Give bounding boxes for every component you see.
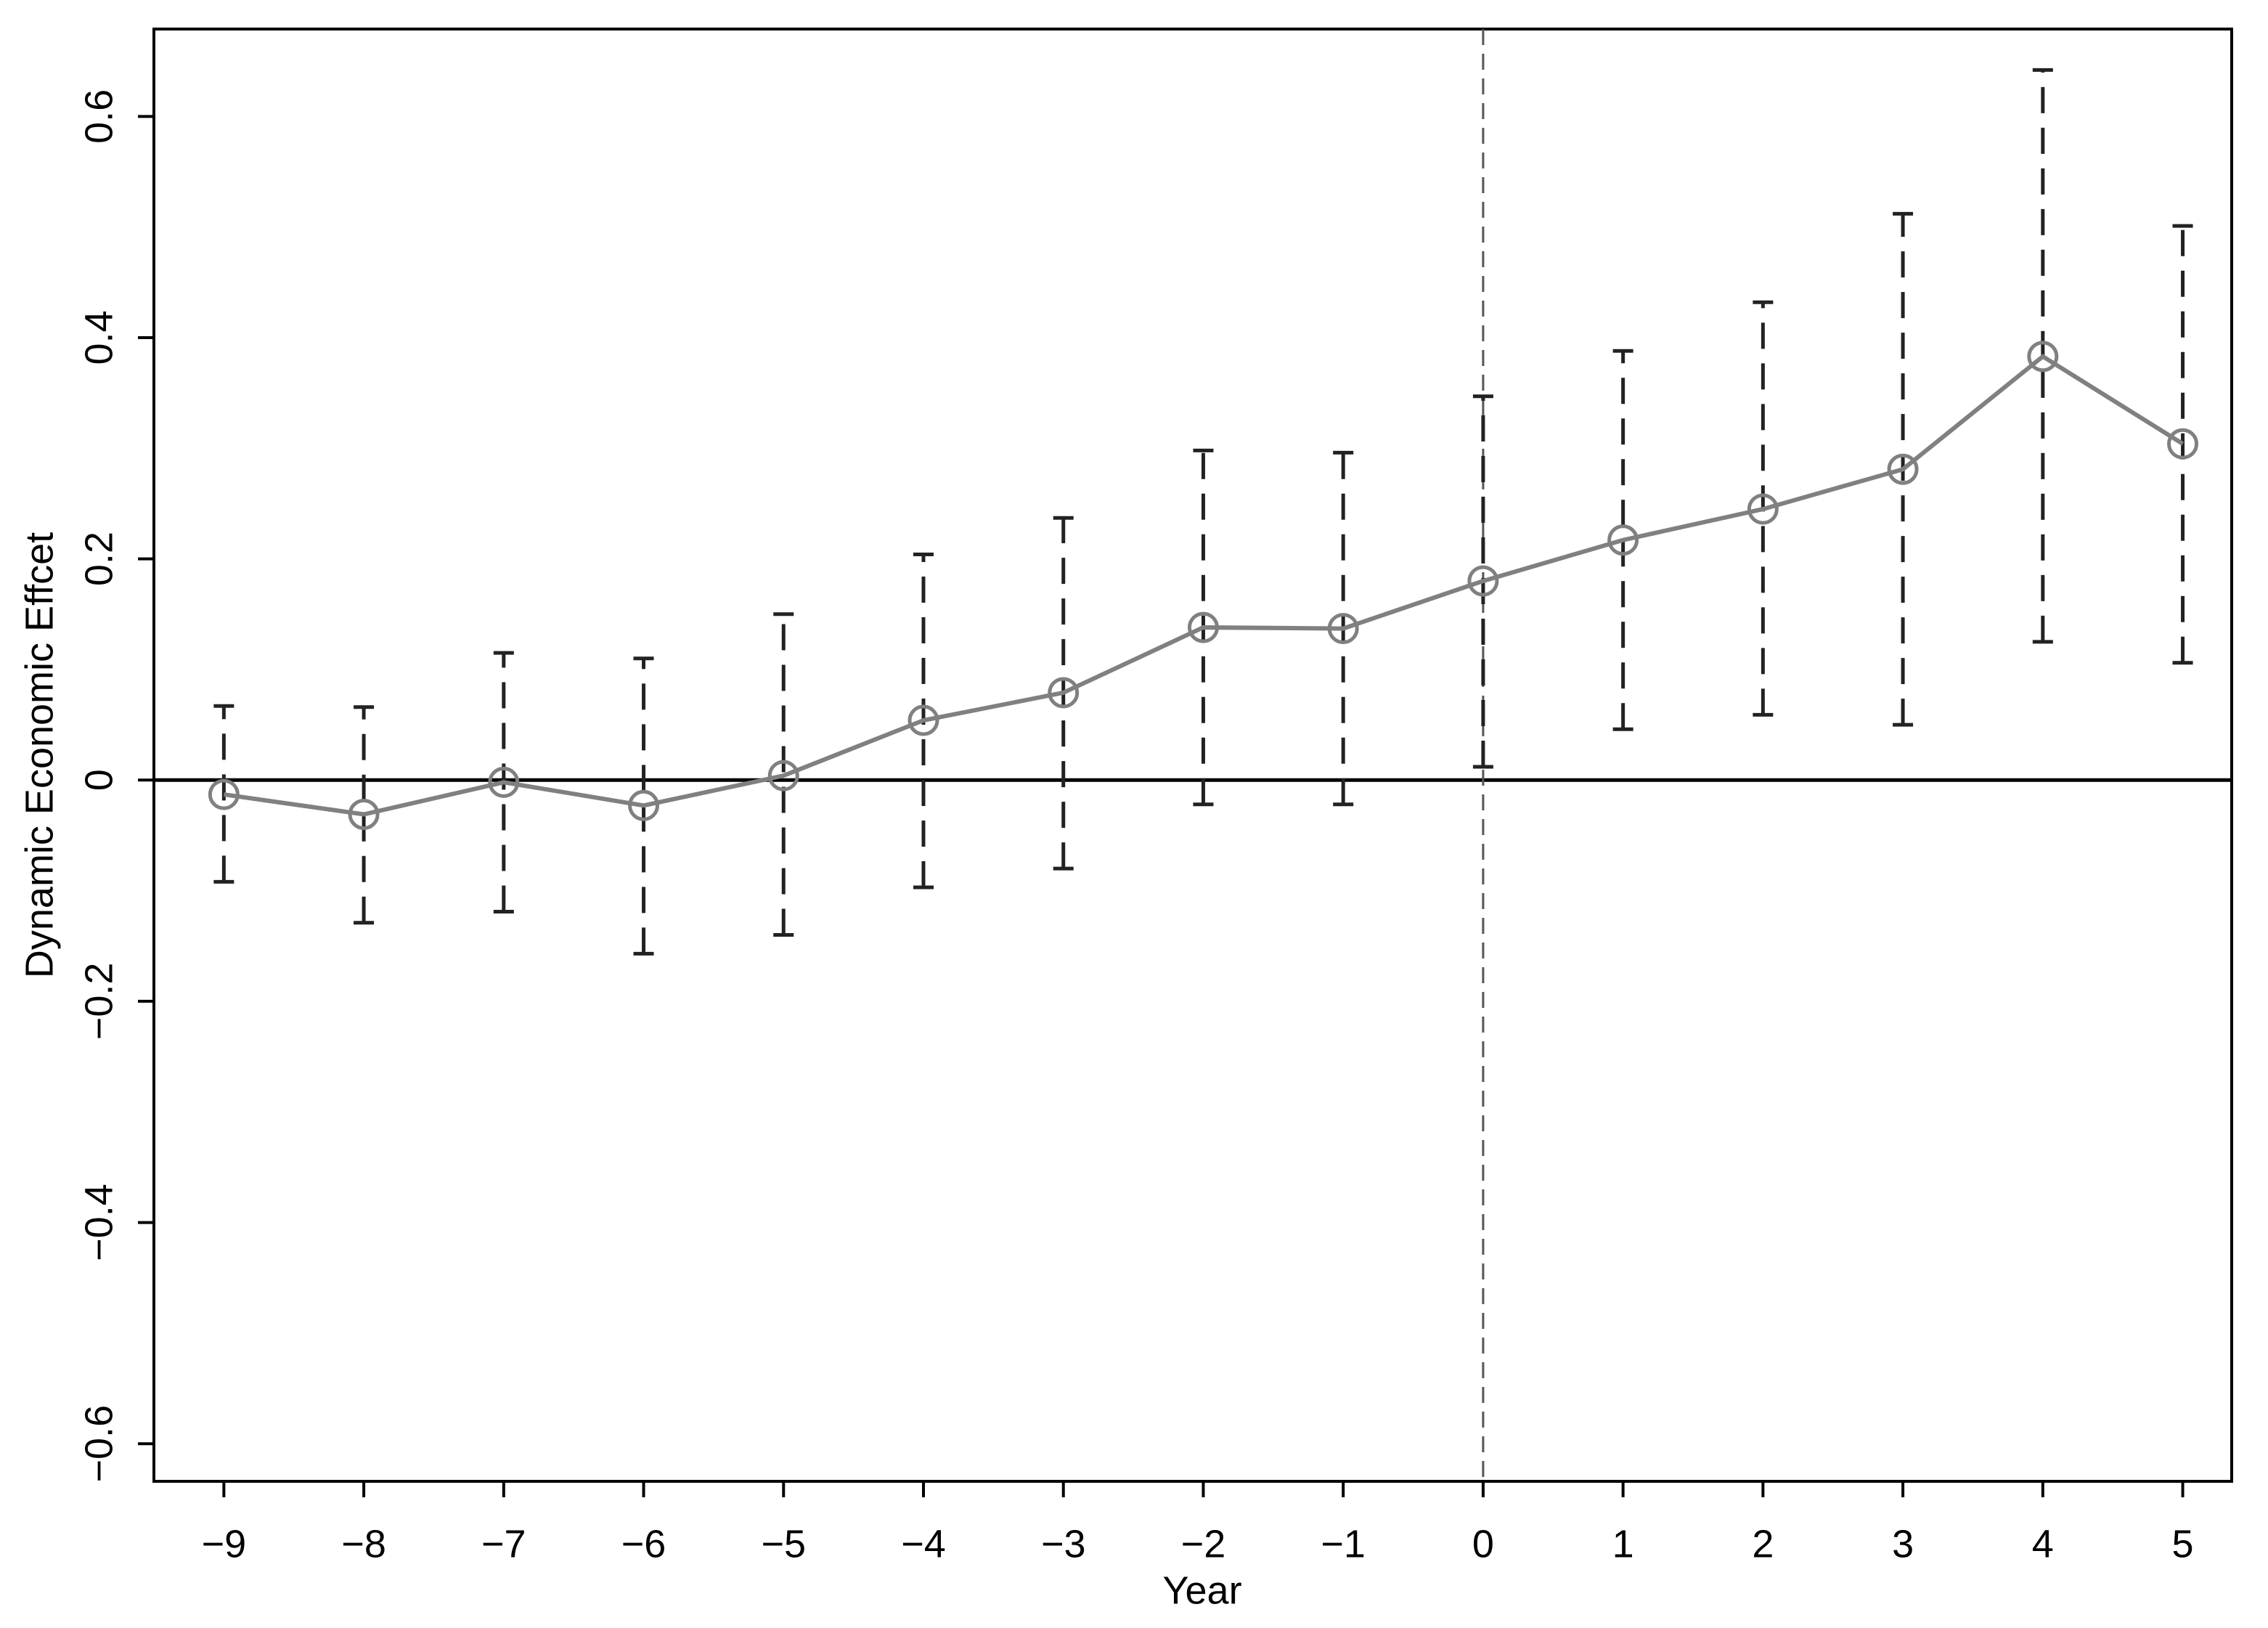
plot-frame (152, 28, 2233, 1483)
point (1327, 613, 1359, 645)
point (1467, 565, 1499, 597)
point (1747, 493, 1779, 525)
y-tick-label: 0.6 (77, 89, 121, 144)
y-tick-label: −0.2 (77, 963, 121, 1041)
y-tick-label: 0 (77, 769, 121, 791)
x-tick-label: 3 (1892, 1522, 1914, 1566)
x-tick-label: 1 (1612, 1522, 1634, 1566)
point (2027, 341, 2059, 373)
x-tick-label: −9 (202, 1522, 247, 1566)
y-tick-label: −0.6 (77, 1405, 121, 1483)
point (208, 778, 240, 810)
point (1887, 453, 1919, 485)
point (348, 798, 380, 830)
x-tick-label: −3 (1041, 1522, 1086, 1566)
point (1607, 524, 1639, 556)
x-tick-label: 0 (1472, 1522, 1494, 1566)
x-tick-label: −2 (1181, 1522, 1226, 1566)
x-tick-label: −5 (761, 1522, 806, 1566)
point (488, 766, 520, 798)
point (1048, 677, 1080, 709)
x-tick-label: −4 (901, 1522, 946, 1566)
x-axis-label: Year (1162, 1568, 1241, 1612)
series-line (223, 354, 2185, 817)
x-tick-label: 4 (2032, 1522, 2054, 1566)
point (628, 789, 660, 821)
point (767, 760, 799, 791)
x-tick-label: −8 (341, 1522, 386, 1566)
point (907, 704, 939, 736)
x-tick-label: 2 (1752, 1522, 1774, 1566)
x-tick-label: 5 (2172, 1522, 2194, 1566)
y-tick-label: 0.2 (77, 532, 121, 586)
x-tick-label: −6 (621, 1522, 666, 1566)
y-tick-label: −0.4 (77, 1184, 121, 1261)
x-tick-label: −1 (1321, 1522, 1366, 1566)
y-axis-label: Dynamic Economic Effcet (17, 532, 61, 978)
point (1187, 611, 1219, 643)
y-tick-label: 0.4 (77, 310, 121, 365)
x-tick-label: −7 (481, 1522, 526, 1566)
point (2167, 428, 2199, 460)
